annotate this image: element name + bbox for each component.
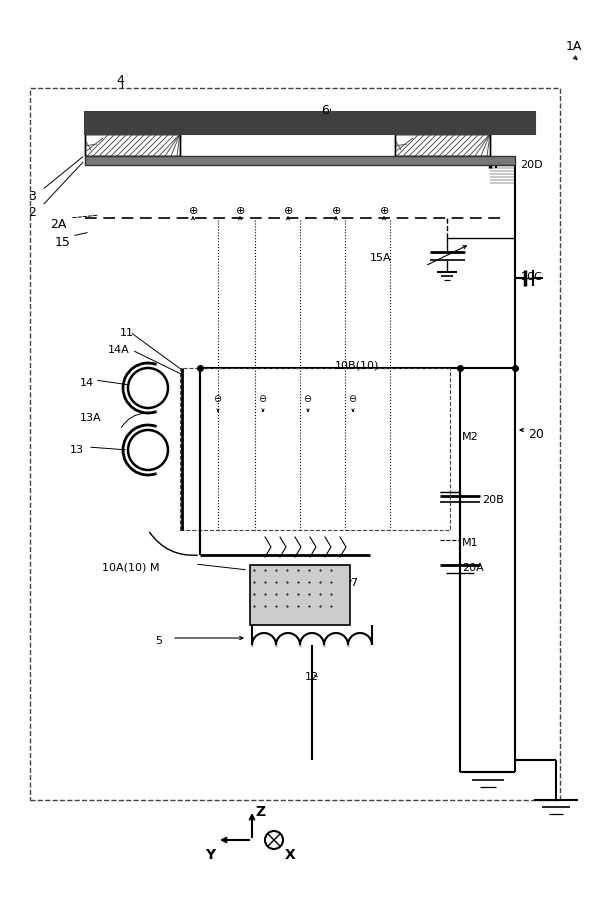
Text: 2: 2 [28, 206, 36, 219]
Text: 20C: 20C [520, 272, 542, 282]
Text: $\oplus$: $\oplus$ [331, 204, 341, 216]
Text: Z: Z [255, 805, 265, 819]
Bar [85, 134, 180, 156]
Text: 15A: 15A [370, 253, 392, 263]
Text: $\oplus$: $\oplus$ [188, 204, 198, 216]
Text: M1: M1 [462, 538, 479, 548]
Bar [395, 134, 490, 156]
Text: 20B: 20B [482, 495, 503, 505]
Text: $\oplus$: $\oplus$ [235, 204, 245, 216]
Text: 13: 13 [70, 445, 84, 455]
Bar [250, 565, 350, 625]
Text: 12: 12 [305, 672, 319, 682]
Bar [180, 368, 450, 530]
Text: 2A: 2A [50, 218, 66, 231]
Bar [30, 88, 560, 800]
Text: 1A: 1A [566, 40, 582, 53]
Bar [85, 134, 180, 156]
Text: 5: 5 [155, 636, 162, 646]
Text: 10B(10): 10B(10) [335, 360, 379, 370]
Text: X: X [285, 848, 296, 862]
Text: $\oplus$: $\oplus$ [283, 204, 293, 216]
Bar [85, 156, 515, 165]
Text: $\ominus$: $\ominus$ [348, 392, 357, 403]
Text: $\ominus$: $\ominus$ [214, 392, 223, 403]
Text: 20D: 20D [520, 160, 543, 170]
Bar [85, 112, 535, 134]
Text: 13A: 13A [80, 413, 102, 423]
Text: 7: 7 [350, 578, 357, 588]
Text: Y: Y [205, 848, 215, 862]
Text: 20A: 20A [462, 563, 484, 573]
Text: 4: 4 [116, 74, 124, 87]
Text: M2: M2 [462, 432, 479, 442]
Text: 6: 6 [321, 104, 329, 117]
Text: 14A: 14A [108, 345, 130, 355]
Text: 3: 3 [28, 190, 36, 203]
Text: 11: 11 [120, 328, 134, 338]
Text: $\ominus$: $\ominus$ [303, 392, 313, 403]
Text: 20: 20 [528, 428, 544, 441]
Text: $\ominus$: $\ominus$ [258, 392, 268, 403]
Bar [395, 134, 490, 156]
Text: 10A(10) M: 10A(10) M [102, 562, 160, 572]
Text: 14: 14 [80, 378, 94, 388]
Text: $\oplus$: $\oplus$ [379, 204, 389, 216]
Text: 15: 15 [55, 236, 71, 249]
